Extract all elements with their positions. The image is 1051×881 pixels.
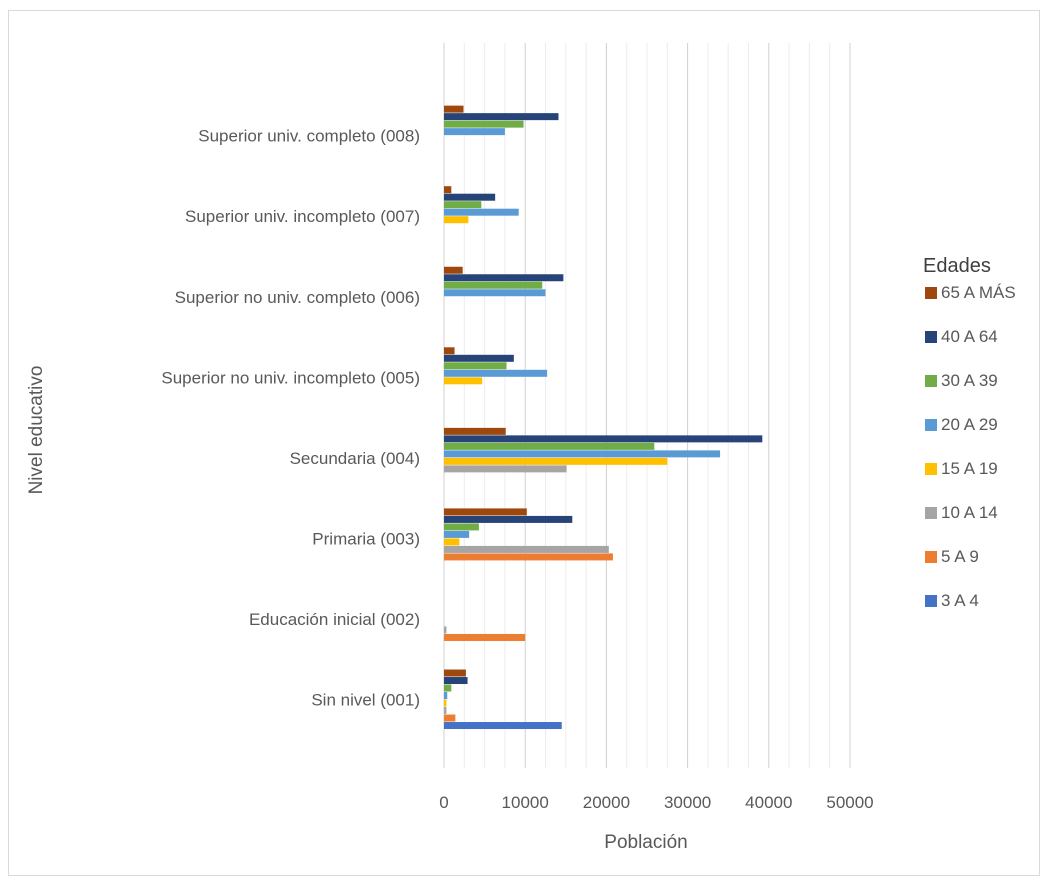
legend-label: 15 A 19 <box>941 459 998 478</box>
x-tick-labels: 0 10000 20000 30000 40000 50000 <box>439 793 873 812</box>
bar-20-a-29 <box>444 128 505 136</box>
bar-15-a-19 <box>444 699 447 707</box>
bar-15-a-19 <box>444 377 483 385</box>
legend-swatch <box>925 463 937 475</box>
bar-10-a-14 <box>444 465 567 473</box>
bar-65-a-más <box>444 427 506 435</box>
legend-swatch <box>925 595 937 607</box>
bar-5-a-9 <box>444 633 526 641</box>
category-label: Sin nivel (001) <box>311 691 420 710</box>
x-tick-label: 50000 <box>826 793 873 812</box>
category-label: Superior univ. incompleto (007) <box>185 207 420 226</box>
bar-65-a-más <box>444 266 463 274</box>
legend-label: 3 A 4 <box>941 591 979 610</box>
legend-swatch <box>925 551 937 563</box>
bar-3-a-4 <box>444 722 562 730</box>
bar-15-a-19 <box>444 457 668 465</box>
gridlines <box>443 43 851 768</box>
bar-30-a-39 <box>444 362 507 370</box>
bar-30-a-39 <box>444 442 655 450</box>
bar-65-a-más <box>444 186 452 194</box>
category-label: Primaria (003) <box>312 529 420 548</box>
bar-20-a-29 <box>444 289 546 297</box>
bar-40-a-64 <box>444 354 514 362</box>
bar-20-a-29 <box>444 208 519 216</box>
bar-15-a-19 <box>444 216 469 224</box>
bar-40-a-64 <box>444 435 763 443</box>
bar-30-a-39 <box>444 281 543 289</box>
bar-30-a-39 <box>444 684 452 692</box>
bar-30-a-39 <box>444 523 479 531</box>
x-tick-label: 20000 <box>583 793 630 812</box>
bar-20-a-29 <box>444 530 470 538</box>
bar-65-a-más <box>444 669 466 677</box>
legend-label: 40 A 64 <box>941 327 998 346</box>
bar-40-a-64 <box>444 193 496 201</box>
x-tick-label: 0 <box>439 793 448 812</box>
legend-label: 20 A 29 <box>941 415 998 434</box>
bar-5-a-9 <box>444 553 613 561</box>
x-axis-title: Población <box>604 832 687 853</box>
bar-10-a-14 <box>444 626 447 634</box>
bar-15-a-19 <box>444 538 460 546</box>
bar-10-a-14 <box>444 707 447 715</box>
legend: Edades 65 A MÁS 40 A 64 30 A 39 20 A 29 15 A… <box>923 255 1016 610</box>
bar-65-a-más <box>444 347 455 355</box>
bar-20-a-29 <box>444 450 721 458</box>
category-label: Superior no univ. incompleto (005) <box>161 368 420 387</box>
bar-30-a-39 <box>444 120 524 128</box>
bar-65-a-más <box>444 508 527 516</box>
bar-20-a-29 <box>444 369 548 377</box>
bar-40-a-64 <box>444 274 564 282</box>
legend-swatch <box>925 331 937 343</box>
legend-label: 10 A 14 <box>941 503 998 522</box>
legend-swatch <box>925 419 937 431</box>
legend-swatch <box>925 507 937 519</box>
bar-40-a-64 <box>444 677 468 685</box>
category-label: Educación inicial (002) <box>249 610 420 629</box>
bar-5-a-9 <box>444 714 456 722</box>
legend-label: 30 A 39 <box>941 371 998 390</box>
category-label: Secundaria (004) <box>290 449 420 468</box>
bar-40-a-64 <box>444 515 573 523</box>
category-label: Superior univ. completo (008) <box>198 127 420 146</box>
legend-swatch <box>925 375 937 387</box>
legend-label: 5 A 9 <box>941 547 979 566</box>
y-axis-title: Nivel educativo <box>26 366 47 495</box>
bar-10-a-14 <box>444 545 609 553</box>
x-tick-label: 40000 <box>745 793 792 812</box>
x-tick-label: 30000 <box>664 793 711 812</box>
legend-swatch <box>925 287 937 299</box>
bar-30-a-39 <box>444 201 482 209</box>
bar-20-a-29 <box>444 692 448 700</box>
x-tick-label: 10000 <box>502 793 549 812</box>
legend-label: 65 A MÁS <box>941 283 1016 302</box>
category-label: Superior no univ. completo (006) <box>175 288 420 307</box>
category-labels: Sin nivel (001) Educación inicial (002) Pr… <box>161 127 420 710</box>
bars <box>444 105 763 730</box>
bar-65-a-más <box>444 105 464 113</box>
bar-40-a-64 <box>444 113 559 121</box>
legend-title: Edades <box>923 255 991 277</box>
